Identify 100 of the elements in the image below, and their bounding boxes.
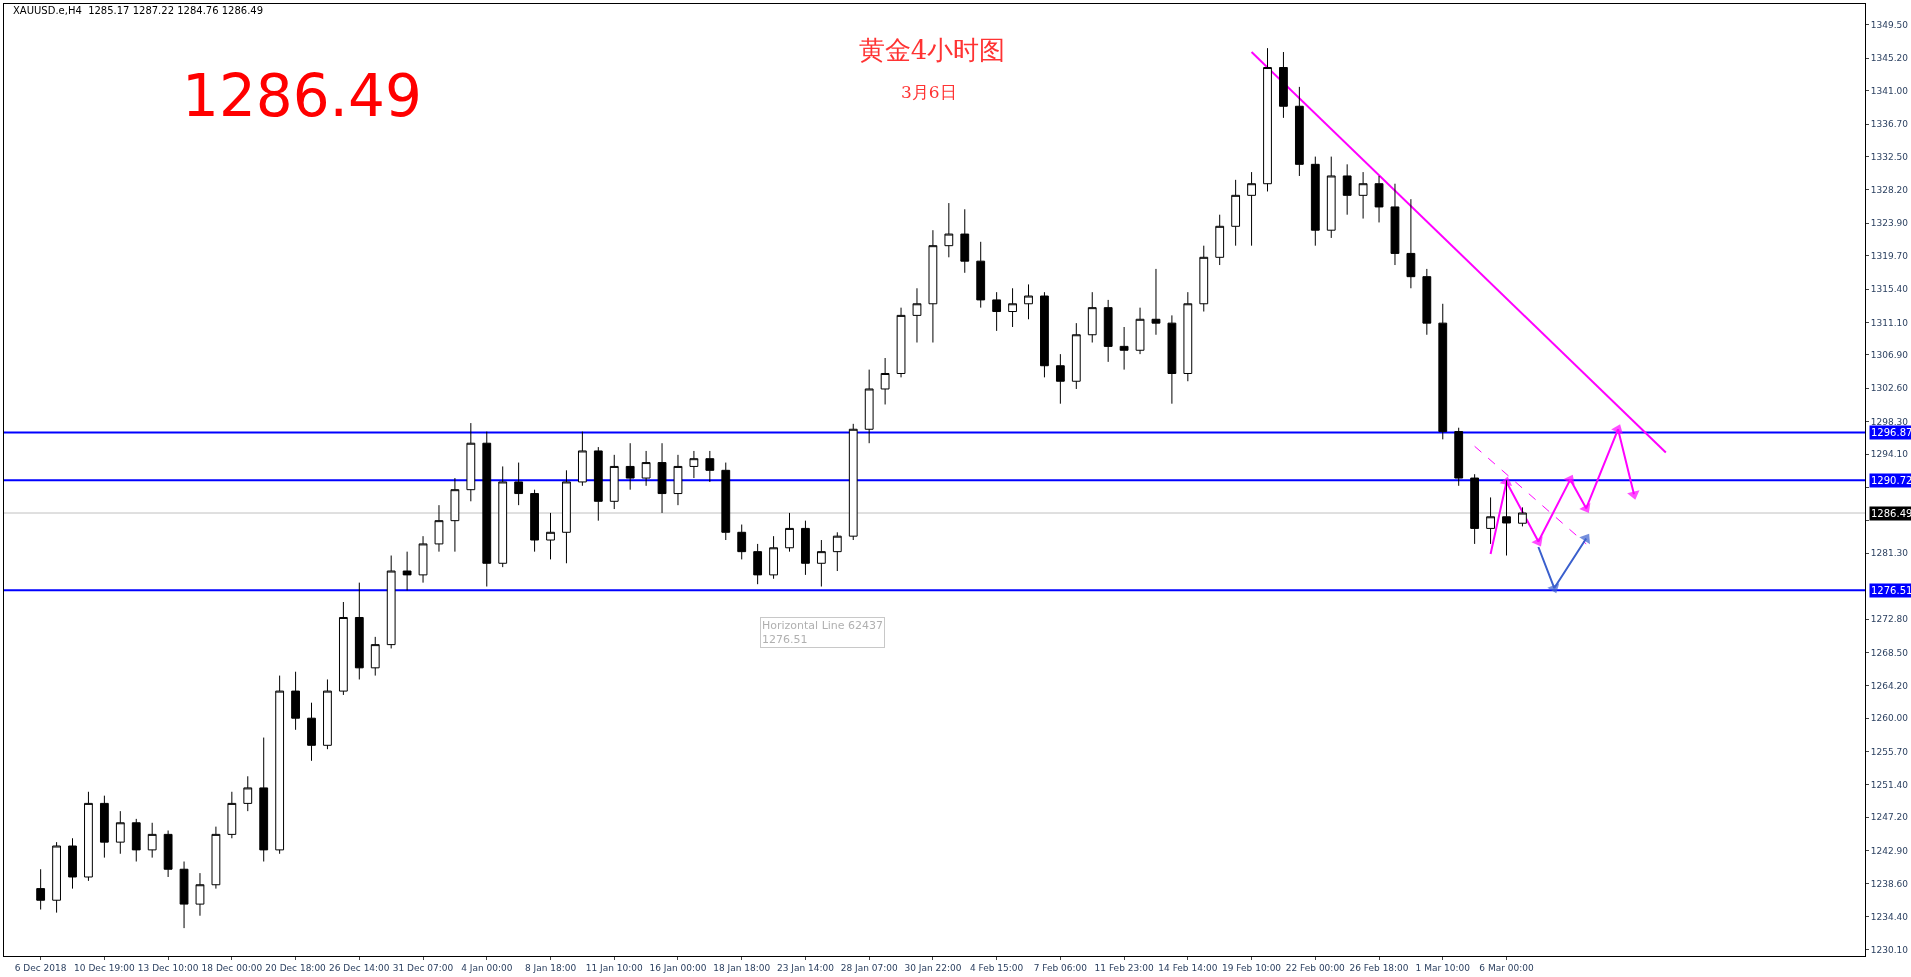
y-tick-label: 1323.90 — [1870, 218, 1909, 229]
candlestick — [896, 307, 906, 378]
x-tick-label: 26 Feb 18:00 — [1349, 962, 1409, 973]
x-tick-label: 18 Jan 18:00 — [713, 962, 771, 973]
candlestick — [1263, 47, 1272, 192]
y-tick-label: 1268.50 — [1870, 647, 1909, 658]
candlestick — [1294, 86, 1304, 177]
candlestick — [689, 450, 699, 479]
x-tick-label: 28 Jan 07:00 — [840, 962, 898, 973]
y-tick-label: 1238.60 — [1870, 879, 1909, 890]
candlestick — [912, 287, 922, 344]
y-tick-label: 1328.20 — [1870, 185, 1909, 196]
candlestick — [36, 868, 46, 911]
candlestick — [1310, 156, 1320, 247]
candlestick — [52, 841, 61, 914]
candlestick — [1358, 171, 1368, 220]
y-tick-label: 1302.60 — [1870, 383, 1909, 394]
y-tick-label: 1294.10 — [1870, 449, 1909, 460]
point — [1627, 490, 1640, 500]
y-tick-label: 1264.20 — [1870, 680, 1909, 691]
y-tick-label: 1260.00 — [1870, 713, 1909, 724]
candlestick — [657, 442, 667, 514]
candlestick — [115, 810, 125, 855]
candlestick — [1040, 291, 1049, 378]
ref-line-label: 1290.72 — [1871, 475, 1911, 486]
candlestick — [1135, 307, 1145, 355]
candlestick — [864, 369, 874, 444]
candlestick — [1008, 287, 1017, 328]
candlestick — [1231, 179, 1241, 247]
candlestick — [1024, 283, 1033, 320]
candlestick — [1374, 175, 1384, 223]
y-tick-label: 1319.70 — [1870, 250, 1909, 261]
candlestick — [737, 524, 747, 560]
candlestick — [163, 830, 173, 878]
candlestick — [593, 446, 603, 522]
candlestick — [944, 202, 954, 258]
point — [1579, 502, 1591, 514]
annotation: Horizontal Line 62437 1276.51 — [762, 619, 884, 647]
candlestick — [801, 520, 810, 576]
x-tick-label: 13 Dec 10:00 — [137, 962, 199, 973]
candlestick — [530, 489, 539, 553]
point — [1531, 536, 1543, 547]
ref-line-label: 1276.51 — [1871, 585, 1911, 596]
candlestick — [370, 636, 380, 677]
candlestick — [1071, 322, 1081, 390]
candlestick — [243, 775, 253, 812]
candlestick — [673, 454, 683, 506]
text: 黄金4小时图 — [858, 35, 1006, 66]
candlestick — [1151, 268, 1161, 336]
candlestick — [418, 535, 428, 584]
candlestick — [848, 423, 858, 541]
point — [1499, 476, 1513, 486]
candlestick — [753, 543, 763, 585]
candlestick — [498, 465, 508, 568]
candlestick — [482, 431, 492, 588]
candlestick — [832, 531, 842, 572]
point — [1611, 424, 1623, 435]
candlestick — [514, 462, 524, 506]
candlestick — [721, 462, 731, 541]
candlestick — [1103, 299, 1113, 363]
candlestick — [99, 795, 109, 859]
candlestick — [84, 791, 93, 882]
candlestick — [1119, 326, 1129, 371]
candlestick — [816, 539, 826, 588]
candlestick — [1055, 353, 1065, 405]
candlestick — [546, 512, 555, 560]
candlestick — [1199, 245, 1209, 313]
candlestick — [609, 454, 619, 510]
candlestick — [450, 477, 460, 553]
candlestick — [1183, 291, 1193, 382]
x-tick-label: 7 Feb 06:00 — [1033, 962, 1088, 973]
y-tick-label: 1298.30 — [1870, 416, 1909, 427]
y-tick-label: 1311.10 — [1870, 317, 1909, 328]
candlestick — [976, 241, 986, 309]
y-tick-label: 1234.40 — [1870, 911, 1909, 922]
candlestick — [1279, 51, 1288, 119]
y-tick-label: 1332.50 — [1870, 151, 1909, 162]
x-tick-label: 6 Mar 00:00 — [1479, 962, 1534, 973]
x-tick-label: 14 Feb 14:00 — [1158, 962, 1218, 973]
candlestick — [769, 535, 778, 580]
y-tick-label: 1281.30 — [1870, 548, 1909, 559]
x-tick-label: 4 Feb 15:00 — [969, 962, 1024, 973]
candlestick — [1390, 183, 1400, 266]
x-tick-label: 8 Jan 18:00 — [524, 962, 577, 973]
candlestick — [434, 504, 444, 553]
candlestick — [131, 818, 141, 862]
annotation: 1286.49 — [182, 62, 422, 130]
candlestick — [466, 422, 476, 502]
x-tick-label: 16 Jan 00:00 — [649, 962, 707, 973]
candlestick — [147, 822, 157, 859]
x-tick-label: 19 Feb 10:00 — [1222, 962, 1282, 973]
candlestick — [1406, 198, 1416, 289]
x-tick-label: 11 Feb 23:00 — [1094, 962, 1154, 973]
candlestick — [323, 678, 332, 750]
y-tick-label: 1251.40 — [1870, 779, 1909, 790]
text: 3月6日 — [901, 82, 957, 102]
candlestick — [880, 357, 890, 405]
point — [1563, 474, 1575, 485]
x-tick-label: 31 Dec 07:00 — [392, 962, 454, 973]
candlestick — [354, 582, 364, 680]
